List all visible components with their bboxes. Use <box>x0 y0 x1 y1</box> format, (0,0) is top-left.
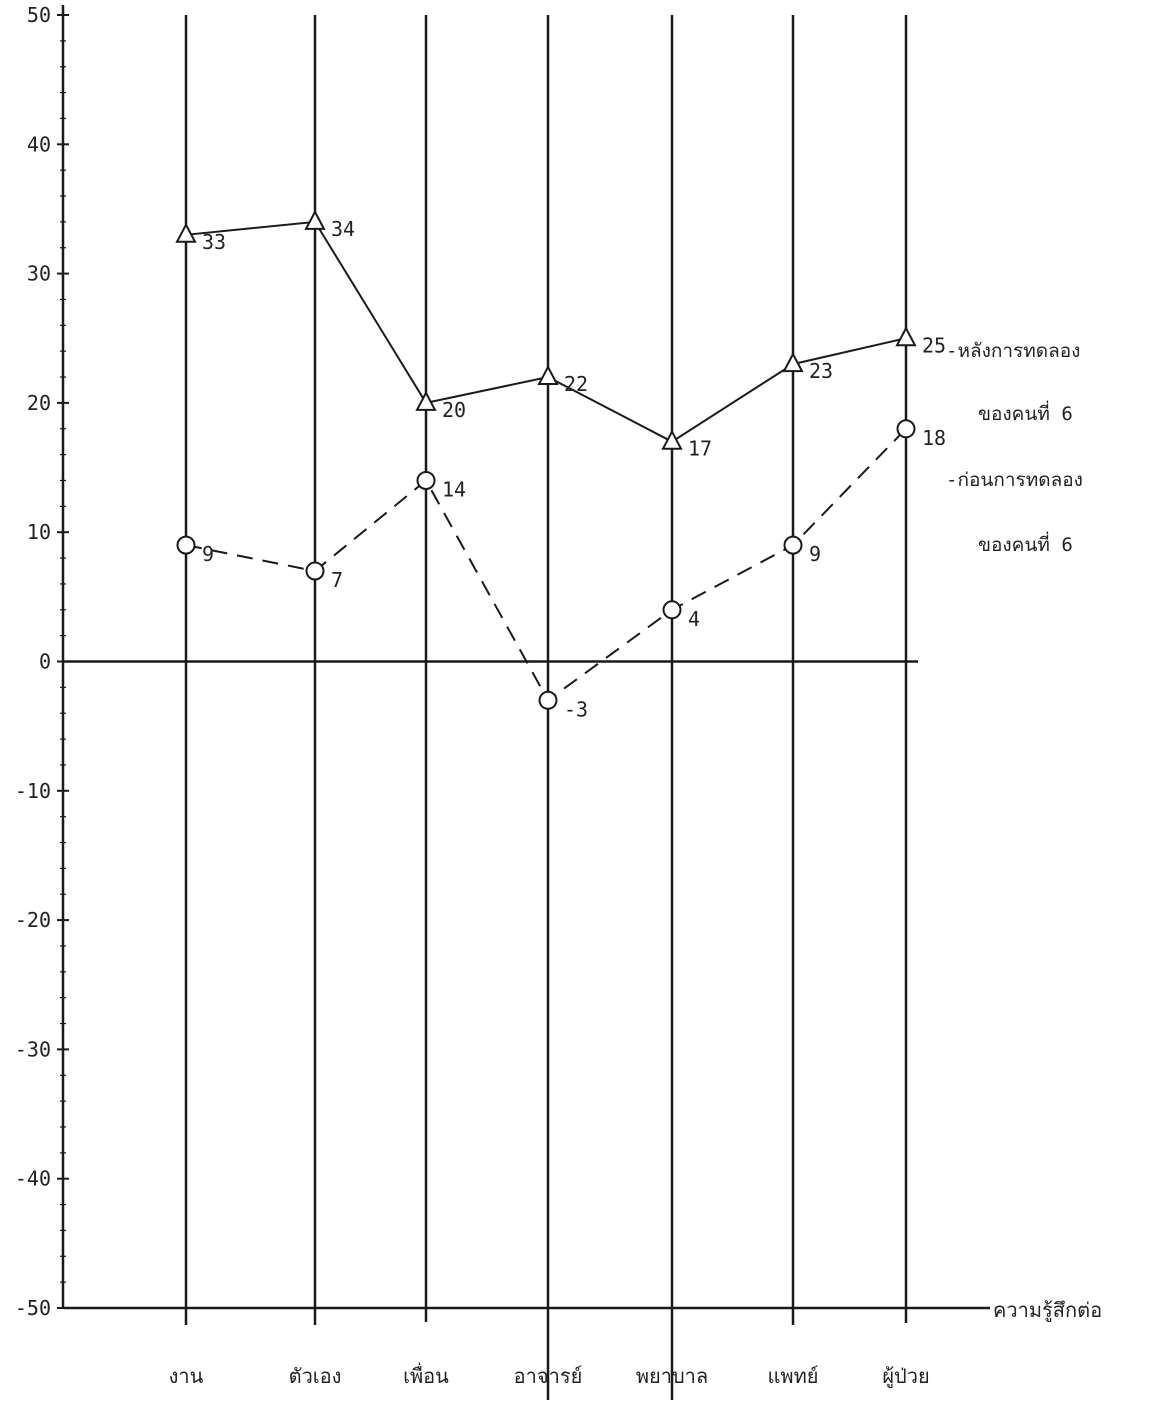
data-label: 4 <box>688 607 700 631</box>
y-tick-label: -20 <box>15 908 51 932</box>
circle-marker <box>662 600 682 620</box>
legend: -หลังการทดลอง ของคนที่ 6 -ก่อนการทดลอง ข… <box>946 340 1083 556</box>
data-label: 20 <box>442 398 466 422</box>
y-tick-label: -50 <box>15 1296 51 1320</box>
y-tick-label: 20 <box>27 391 51 415</box>
category-label: ผู้ป่วย <box>882 1364 929 1389</box>
data-label: 18 <box>922 426 946 450</box>
y-tick-label: -10 <box>15 779 51 803</box>
y-tick-label: -30 <box>15 1037 51 1061</box>
series-group: 33 34 20 22 17 23 25 9 7 14 -3 4 9 18 <box>175 209 946 721</box>
data-label: 25 <box>922 333 946 357</box>
legend-before-line-1: -ก่อนการทดลอง <box>946 469 1083 491</box>
data-label: 9 <box>809 542 821 566</box>
category-label: ตัวเอง <box>289 1364 342 1388</box>
legend-after-line-2: ของคนที่ 6 <box>978 400 1073 425</box>
data-label: 34 <box>331 217 355 241</box>
y-tick-label: 10 <box>27 520 51 544</box>
legend-before-line-2: ของคนที่ 6 <box>978 531 1073 556</box>
triangle-marker <box>537 364 559 386</box>
circle-marker <box>783 535 803 555</box>
y-tick-label: 30 <box>27 262 51 286</box>
category-label: งาน <box>169 1364 204 1388</box>
category-label: อาจารย์ <box>514 1364 583 1388</box>
data-label: 23 <box>809 359 833 383</box>
triangle-marker <box>175 222 197 243</box>
triangle-marker <box>661 429 683 450</box>
after-series-line <box>185 220 907 443</box>
legend-after-line-1: -หลังการทดลอง <box>946 340 1080 362</box>
triangle-marker <box>415 390 437 411</box>
category-label: เพื่อน <box>403 1362 449 1388</box>
circle-marker <box>896 419 916 439</box>
data-label: 7 <box>331 568 343 592</box>
circle-marker <box>176 535 196 555</box>
y-tick-label: 50 <box>27 3 51 27</box>
data-label: 22 <box>564 372 588 396</box>
data-label: 17 <box>688 437 712 461</box>
y-tick-label: -40 <box>15 1167 51 1191</box>
before-series-line <box>185 428 907 702</box>
triangle-marker <box>782 351 804 373</box>
category-label: พยาบาล <box>636 1364 708 1388</box>
circle-marker <box>416 470 436 490</box>
y-tick-label: 0 <box>39 650 51 674</box>
data-label: 9 <box>202 542 214 566</box>
triangle-marker <box>895 326 917 347</box>
category-label: แพทย์ <box>768 1364 819 1388</box>
y-tick-label: 40 <box>27 132 51 156</box>
circle-marker <box>538 690 558 710</box>
data-label: 33 <box>202 230 226 254</box>
category-labels: งาน ตัวเอง เพื่อน อาจารย์ พยาบาล แพทย์ ผู้ป่วย <box>169 1362 930 1389</box>
triangle-marker <box>304 209 326 230</box>
data-label: 14 <box>442 477 466 501</box>
circle-marker <box>305 561 325 581</box>
data-label: -3 <box>564 697 588 721</box>
x-axis-title: ความรู้สึกต่อ <box>993 1298 1102 1323</box>
y-axis: 50 40 30 20 10 0 -10 -20 -30 -40 -50 <box>15 3 990 1320</box>
